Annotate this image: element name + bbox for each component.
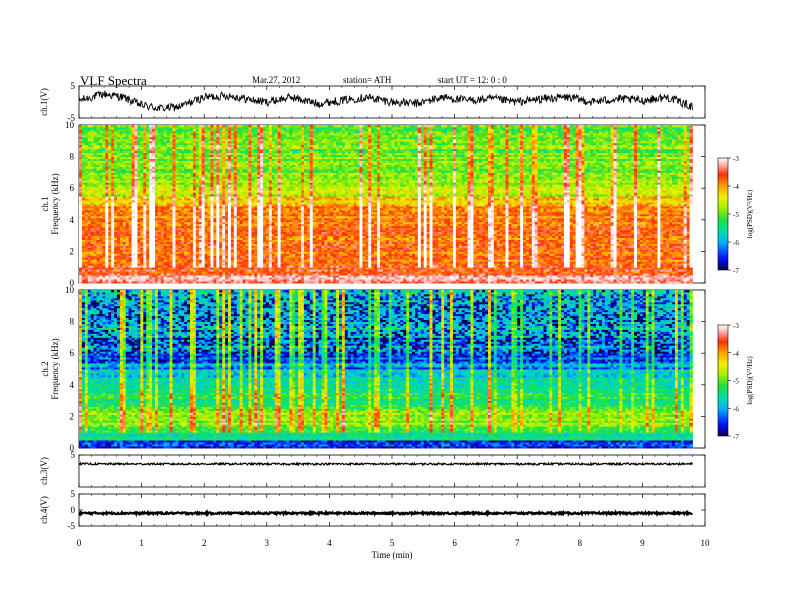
ch4-waveform-frame bbox=[79, 494, 705, 526]
ch3-waveform-frame bbox=[79, 455, 705, 487]
vlf-spectra-figure: ch.1(V)5-50246810ch.1 Frequency (kHz)-3-4… bbox=[0, 0, 792, 612]
ch1-spectrogram-cells bbox=[79, 125, 693, 283]
ch2-spectrogram-colorbar bbox=[718, 325, 728, 436]
ch1-waveform-trace bbox=[79, 91, 693, 112]
ch1-spectrogram-colorbar bbox=[718, 158, 728, 270]
